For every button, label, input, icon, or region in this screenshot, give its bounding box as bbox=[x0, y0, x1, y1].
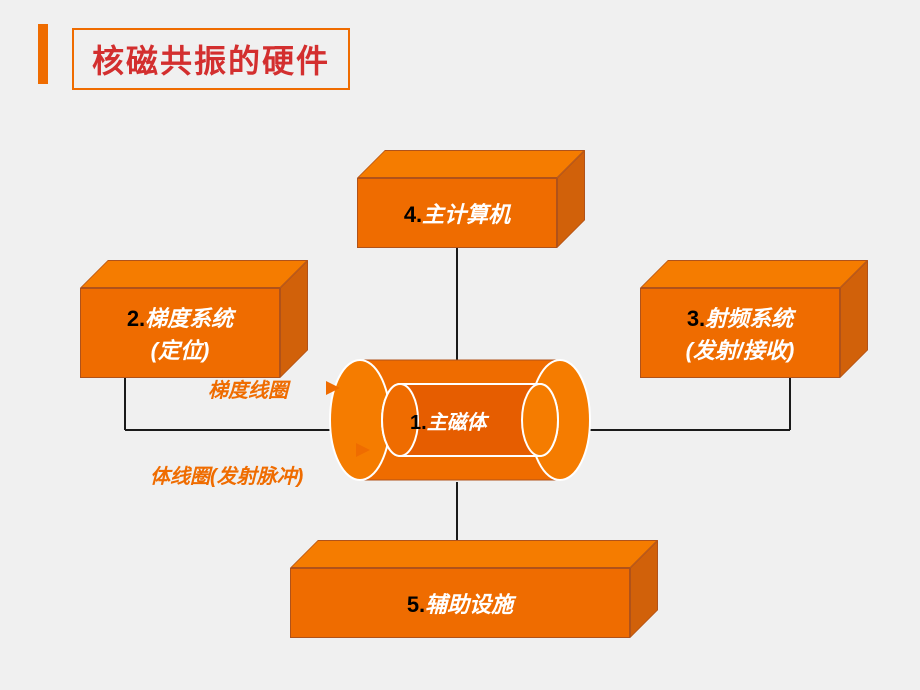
box-label-line: 4.主计算机 bbox=[404, 197, 510, 229]
diagram-canvas: 4.主计算机 2.梯度系统 (定位) 3.射频系统 (发射/接收) 5.辅助设施 1.主磁体… bbox=[0, 130, 920, 670]
box-label-line: 5.辅助设施 bbox=[407, 587, 513, 619]
page-title: 核磁共振的硬件 bbox=[92, 43, 330, 79]
box-left: 2.梯度系统 (定位) bbox=[80, 260, 280, 378]
box-label-line: 3.射频系统 bbox=[687, 301, 793, 333]
box-text: (定位) bbox=[151, 338, 210, 363]
annotation-arrow-body-coil bbox=[356, 443, 370, 457]
connector-line bbox=[456, 482, 458, 540]
box-right: 3.射频系统 (发射/接收) bbox=[640, 260, 840, 378]
box-front-face: 5.辅助设施 bbox=[290, 568, 630, 638]
connector-line bbox=[570, 429, 790, 431]
center-number: 1. bbox=[410, 412, 427, 434]
box-top-face bbox=[357, 150, 585, 178]
page-title-box: 核磁共振的硬件 bbox=[72, 28, 350, 90]
box-front-face: 3.射频系统 (发射/接收) bbox=[640, 288, 840, 378]
box-text: 射频系统 bbox=[705, 306, 793, 331]
box-front-face: 2.梯度系统 (定位) bbox=[80, 288, 280, 378]
connector-line bbox=[789, 378, 791, 430]
accent-bar bbox=[38, 24, 48, 84]
center-text: 主磁体 bbox=[427, 412, 487, 434]
box-bottom: 5.辅助设施 bbox=[290, 540, 630, 638]
box-front-face: 4.主计算机 bbox=[357, 178, 557, 248]
box-label-line: (发射/接收) bbox=[686, 333, 795, 365]
box-top-face bbox=[640, 260, 868, 288]
box-text: 梯度系统 bbox=[145, 306, 233, 331]
center-label: 1.主磁体 bbox=[410, 406, 487, 435]
connector-line bbox=[456, 248, 458, 360]
box-text: 辅助设施 bbox=[425, 592, 513, 617]
box-label-line: (定位) bbox=[151, 333, 210, 365]
connector-line bbox=[124, 378, 126, 430]
box-top-face bbox=[290, 540, 658, 568]
box-label-line: 2.梯度系统 bbox=[127, 301, 233, 333]
box-number: 4. bbox=[404, 202, 422, 227]
box-number: 5. bbox=[407, 592, 425, 617]
annotation-body-coil: 体线圈(发射脉冲) bbox=[150, 460, 303, 489]
box-number: 3. bbox=[687, 306, 705, 331]
box-top: 4.主计算机 bbox=[357, 150, 557, 248]
box-text: (发射/接收) bbox=[686, 338, 795, 363]
annotation-gradient-coil: 梯度线圈 bbox=[208, 374, 288, 403]
box-top-face bbox=[80, 260, 308, 288]
annotation-arrow-gradient-coil bbox=[326, 381, 340, 395]
box-text: 主计算机 bbox=[422, 202, 510, 227]
box-number: 2. bbox=[127, 306, 145, 331]
